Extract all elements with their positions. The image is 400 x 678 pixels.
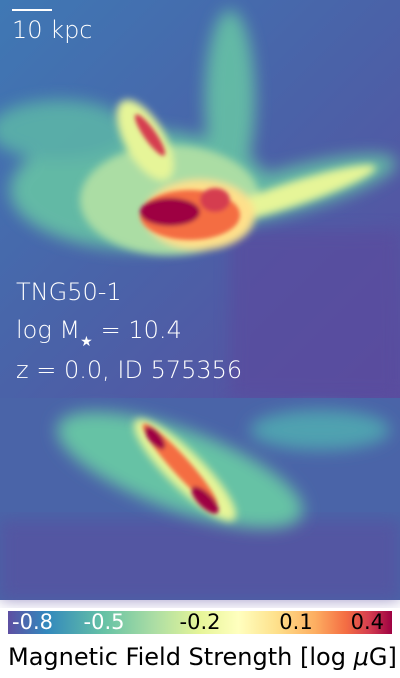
mass-subscript: ★ — [80, 334, 93, 350]
edge-on-map — [0, 398, 400, 600]
colorbar-tick-label: -0.8 — [12, 610, 53, 634]
colorbar-tick-label: -0.5 — [84, 610, 125, 634]
colorbar-tick-label: -0.2 — [180, 610, 221, 634]
simulation: TNG50-1 — [16, 278, 122, 306]
redshift-id: z = 0.0, ID 575356 — [16, 356, 242, 384]
mass: log M★ = 10.4 — [16, 316, 182, 350]
face-on-map — [0, 0, 400, 398]
mass-value: = 10.4 — [101, 316, 182, 344]
colorbar-label-end: G] — [369, 643, 397, 671]
scale-label: 10 kpc — [12, 16, 93, 44]
colorbar-label-start: Magnetic Field Strength [log — [8, 643, 354, 671]
colorbar — [8, 611, 392, 634]
colorbar-tick-label: 0.1 — [279, 610, 312, 634]
colorbar-tick-label: 0.4 — [351, 610, 384, 634]
colorbar-label-mu: μ — [353, 643, 369, 671]
colorbar-label: Magnetic Field Strength [log μG] — [8, 643, 397, 671]
mass-label: log M — [16, 316, 80, 344]
